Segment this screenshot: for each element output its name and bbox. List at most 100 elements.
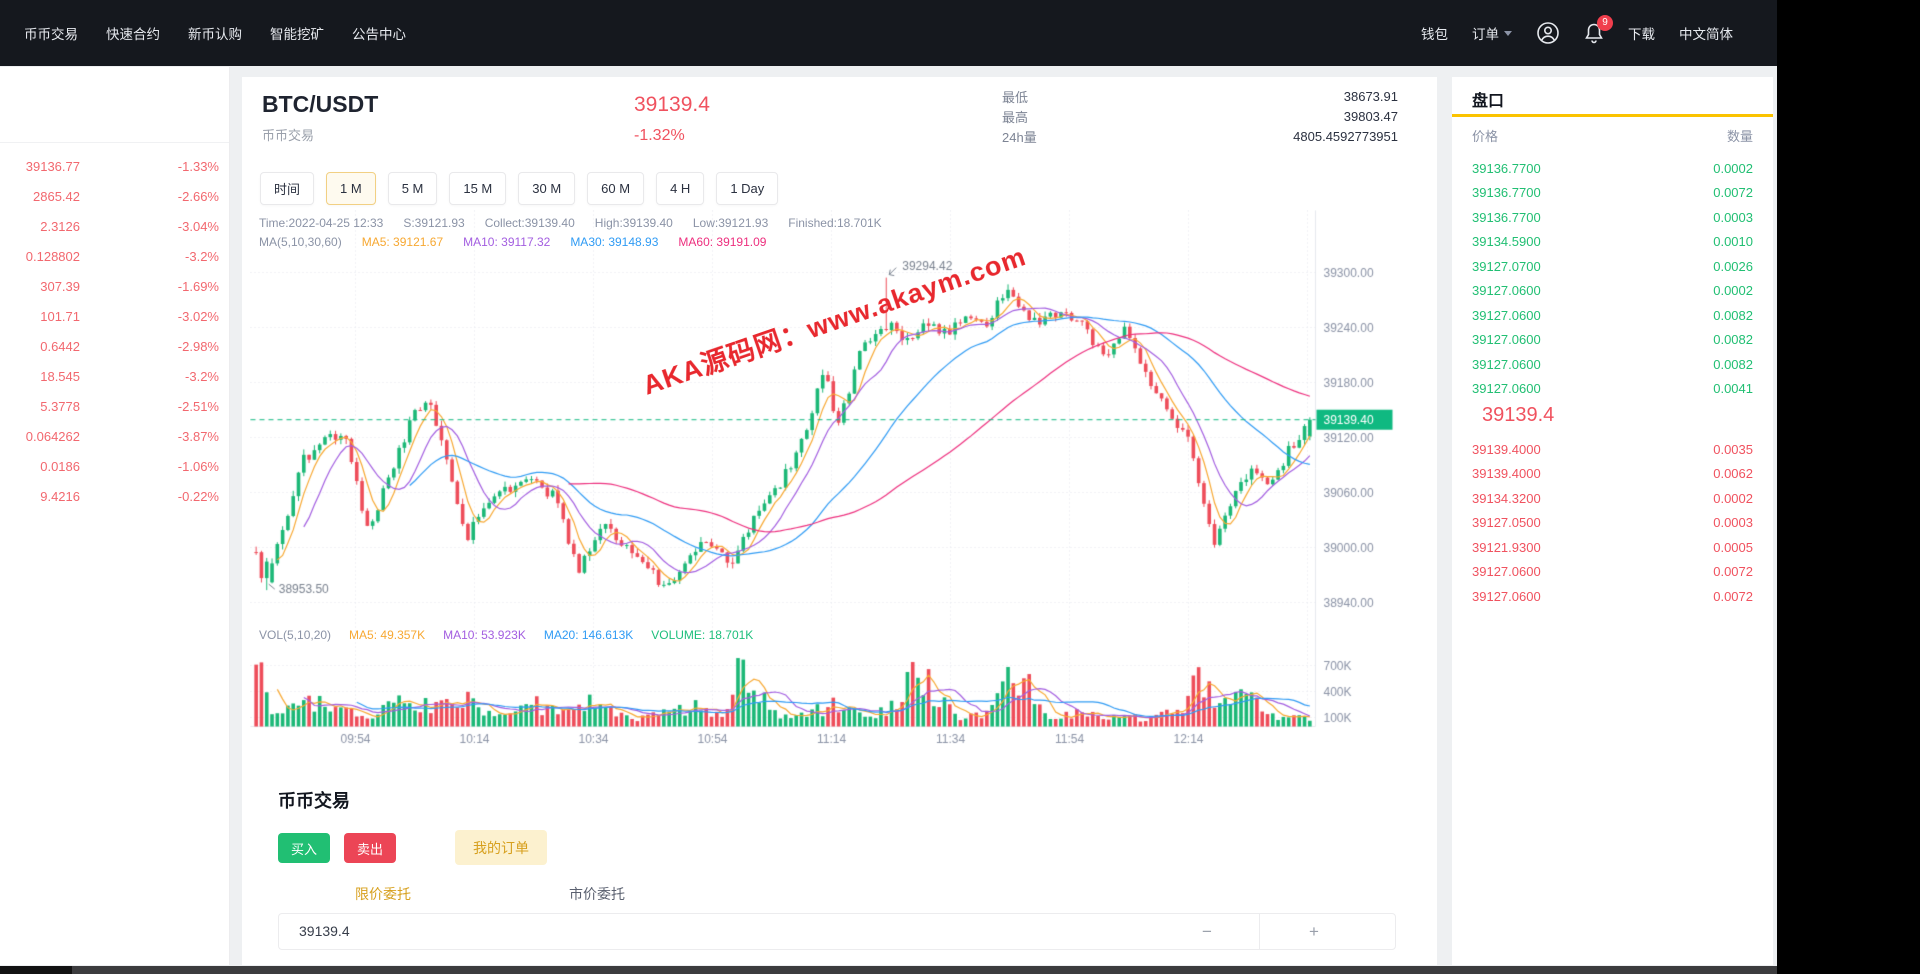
interval-60m[interactable]: 60 M [587,172,645,205]
last-price: 39139.4 [634,93,710,116]
nav-wallet[interactable]: 钱包 [1421,27,1448,42]
interval-1m[interactable]: 1 M [326,172,376,205]
ask-price: 39127.0600 [1472,332,1541,348]
bid-row[interactable]: 39121.9300 0.0005 [1472,535,1753,560]
ask-row[interactable]: 39127.0600 0.0082 [1472,328,1753,353]
market-row[interactable]: 39136.77 -1.33% [0,151,229,181]
interval-toolbar: 时间 1 M 5 M 15 M 30 M 60 M 4 H 1 Day [260,172,779,205]
interval-1day[interactable]: 1 Day [716,172,779,205]
market-row[interactable]: 0.064262 -3.87% [0,421,229,451]
tab-limit-order[interactable]: 限价委托 [355,886,411,902]
price-change: -1.32% [634,127,685,144]
bid-price: 39139.4000 [1472,441,1541,457]
ask-qty: 0.0072 [1713,185,1753,201]
market-row-price: 9.4216 [40,488,80,504]
ask-row[interactable]: 39134.5900 0.0010 [1472,230,1753,255]
nav-language[interactable]: 中文简体 [1679,27,1733,42]
market-row[interactable]: 5.3778 -2.51% [0,391,229,421]
interval-5m[interactable]: 5 M [387,172,438,205]
interval-time-label[interactable]: 时间 [260,172,315,205]
orderbook-columns: 价格 数量 [1472,126,1753,145]
stat-label: 24h量 [1002,129,1037,145]
interval-15m[interactable]: 15 M [449,172,507,205]
ask-row[interactable]: 39127.0600 0.0082 [1472,303,1753,328]
ask-row[interactable]: 39136.7700 0.0003 [1472,205,1753,230]
price-input-value[interactable]: 39139.4 [299,923,350,939]
market-row[interactable]: 307.39 -1.69% [0,271,229,301]
orderbook-underline [1452,114,1773,117]
ask-row[interactable]: 39127.0600 0.0041 [1472,377,1753,402]
bid-row[interactable]: 39127.0500 0.0003 [1472,511,1753,536]
bid-qty: 0.0002 [1713,490,1753,506]
ask-qty: 0.0082 [1713,356,1753,372]
tab-market-order[interactable]: 市价委托 [569,886,625,902]
ma-info-seg-2: MA10: 39117.32 [463,234,551,249]
nav-download[interactable]: 下载 [1628,27,1655,42]
horizontal-scrollbar[interactable] [0,966,1777,974]
market-row-price: 2.3126 [40,218,80,234]
market-row[interactable]: 0.128802 -3.2% [0,241,229,271]
market-row[interactable]: 18.545 -3.2% [0,361,229,391]
horizontal-scrollbar-thumb[interactable] [0,966,72,974]
vol-legend-seg-1: MA5: 49.357K [349,628,426,642]
bid-row[interactable]: 39139.4000 0.0062 [1472,462,1753,487]
my-orders-button[interactable]: 我的订单 [455,830,547,865]
bid-qty: 0.0035 [1713,441,1753,457]
ohlc-info-seg-4: Low:39121.93 [692,215,769,230]
ask-row[interactable]: 39127.0600 0.0082 [1472,352,1753,377]
sell-button[interactable]: 卖出 [344,833,396,863]
price-input[interactable]: 39139.4 − + [278,913,1396,950]
ask-row[interactable]: 39136.7700 0.0072 [1472,181,1753,206]
bid-row[interactable]: 39134.3200 0.0002 [1472,486,1753,511]
market-row[interactable]: 9.4216 -0.22% [0,481,229,511]
interval-30m[interactable]: 30 M [518,172,576,205]
nav-item-0[interactable]: 币币交易 [24,27,78,42]
ask-price: 39127.0600 [1472,283,1541,299]
bid-price: 39121.9300 [1472,539,1541,555]
nav-item-4[interactable]: 公告中心 [352,27,406,42]
ma-info-line: MA(5,10,30,60) MA5: 39121.67 MA10: 39117.3… [259,232,882,251]
stat-row-0: 最低 38673.91 [1002,86,1398,106]
ask-price: 39136.7700 [1472,185,1541,201]
nav-item-1[interactable]: 快速合约 [106,27,160,42]
ask-qty: 0.0002 [1713,160,1753,176]
account-avatar-icon[interactable] [1536,21,1560,45]
orderbook-bids: 39139.4000 0.0035 39139.4000 0.0062 39134.32… [1472,437,1753,609]
notification-badge: 9 [1597,15,1613,31]
chevron-down-icon [1504,30,1512,36]
pair-title: BTC/USDT [262,91,379,117]
market-row[interactable]: 2.3126 -3.04% [0,211,229,241]
market-row-price: 18.545 [40,368,80,384]
bid-price: 39134.3200 [1472,490,1541,506]
market-row-price: 101.71 [40,308,80,324]
interval-4h[interactable]: 4 H [656,172,705,205]
buy-button[interactable]: 买入 [278,833,330,863]
market-row[interactable]: 0.6442 -2.98% [0,331,229,361]
nav-orders[interactable]: 订单 [1472,23,1512,43]
trading-page: 币币交易 快速合约 新币认购 智能挖矿 公告中心 钱包 订单 9 [0,0,1777,974]
market-row-change: -3.2% [185,368,219,384]
ask-price: 39136.7700 [1472,160,1541,176]
orderbook-current-price[interactable]: 39139.4 [1482,404,1555,426]
bid-row[interactable]: 39127.0600 0.0072 [1472,560,1753,585]
market-row[interactable]: 2865.42 -2.66% [0,181,229,211]
orderbook-col-qty: 数量 [1726,129,1753,144]
chart-card: BTC/USDT 币币交易 39139.4 -1.32% 最低 38673.91 最… [242,77,1437,965]
market-row[interactable]: 101.71 -3.02% [0,301,229,331]
kline-chart[interactable] [250,210,1415,750]
nav-item-2[interactable]: 新币认购 [188,27,242,42]
ask-row[interactable]: 39127.0700 0.0026 [1472,254,1753,279]
decrease-price-button[interactable]: − [1202,922,1212,941]
market-row[interactable]: 0.0186 -1.06% [0,451,229,481]
market-row-price: 0.064262 [25,428,80,444]
orderbook-title: 盘口 [1472,93,1505,110]
ask-row[interactable]: 39136.7700 0.0002 [1472,156,1753,181]
bid-row[interactable]: 39139.4000 0.0035 [1472,437,1753,462]
nav-item-3[interactable]: 智能挖矿 [270,27,324,42]
bid-row[interactable]: 39127.0600 0.0072 [1472,584,1753,609]
ask-price: 39127.0600 [1472,356,1541,372]
market-row-change: -3.2% [185,248,219,264]
increase-price-button[interactable]: + [1309,922,1319,941]
ask-row[interactable]: 39127.0600 0.0002 [1472,279,1753,304]
notification-bell-icon[interactable]: 9 [1584,15,1613,44]
